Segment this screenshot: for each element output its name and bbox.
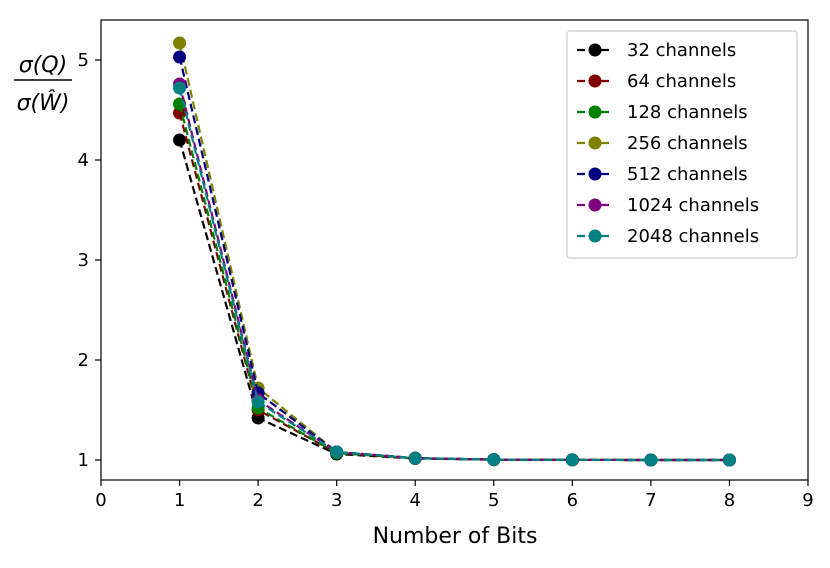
data-point	[487, 453, 501, 467]
legend-item: 2048 channels	[577, 226, 759, 247]
legend-marker	[588, 74, 602, 88]
data-point	[251, 395, 265, 409]
data-point	[173, 50, 187, 64]
x-tick-label: 9	[802, 490, 813, 511]
y-tick-label: 2	[78, 350, 89, 371]
data-point	[408, 451, 422, 465]
x-tick-label: 7	[645, 490, 656, 511]
x-tick-label: 8	[724, 490, 735, 511]
legend-item: 128 channels	[577, 102, 748, 123]
y-tick-label: 3	[78, 250, 89, 271]
legend-marker	[588, 43, 602, 57]
y-tick-label: 1	[78, 450, 89, 471]
legend-label: 256 channels	[627, 133, 748, 154]
data-point	[722, 453, 736, 467]
legend-label: 128 channels	[627, 102, 748, 123]
x-tick-label: 0	[95, 490, 106, 511]
data-point	[644, 453, 658, 467]
legend-item: 256 channels	[577, 133, 748, 154]
legend-label: 2048 channels	[627, 226, 759, 247]
series-line	[178, 87, 730, 462]
plot-frame	[100, 19, 809, 481]
legend-label: 512 channels	[627, 164, 748, 185]
legend-label: 64 channels	[627, 71, 736, 92]
legend-item: 1024 channels	[577, 195, 759, 216]
series-2048-channels	[173, 81, 736, 467]
y-axis-label-numerator: σ(Q)	[19, 53, 67, 78]
legend-marker	[588, 136, 602, 150]
data-point	[565, 453, 579, 467]
y-tick-label: 5	[78, 50, 89, 71]
legend-item: 64 channels	[577, 71, 736, 92]
legend-marker	[588, 229, 602, 243]
data-point	[330, 445, 344, 459]
x-tick-label: 1	[174, 490, 185, 511]
y-tick-label: 4	[78, 150, 89, 171]
legend-label: 1024 channels	[627, 195, 759, 216]
x-tick-label: 5	[488, 490, 499, 511]
legend-label: 32 channels	[627, 40, 736, 61]
data-point	[173, 36, 187, 50]
data-point	[173, 81, 187, 95]
y-axis-label-denominator: σ(Ŵ)	[17, 90, 70, 116]
x-tick-label: 4	[409, 490, 420, 511]
legend-marker	[588, 198, 602, 212]
legend-item: 32 channels	[577, 40, 736, 61]
x-axis-label: Number of Bits	[373, 524, 538, 549]
x-tick-label: 3	[331, 490, 342, 511]
legend-item: 512 channels	[577, 164, 748, 185]
legend: 32 channels 64 channels 128 channels 256 ch…	[566, 30, 798, 259]
series-layer	[173, 36, 736, 467]
x-tick-label: 6	[567, 490, 578, 511]
legend-box	[566, 30, 798, 259]
data-point	[173, 133, 187, 147]
legend-marker	[588, 105, 602, 119]
x-tick-label: 2	[252, 490, 263, 511]
legend-marker	[588, 167, 602, 181]
y-axis-label: σ(Q) σ(Ŵ)	[14, 53, 72, 116]
series-line	[178, 83, 730, 462]
